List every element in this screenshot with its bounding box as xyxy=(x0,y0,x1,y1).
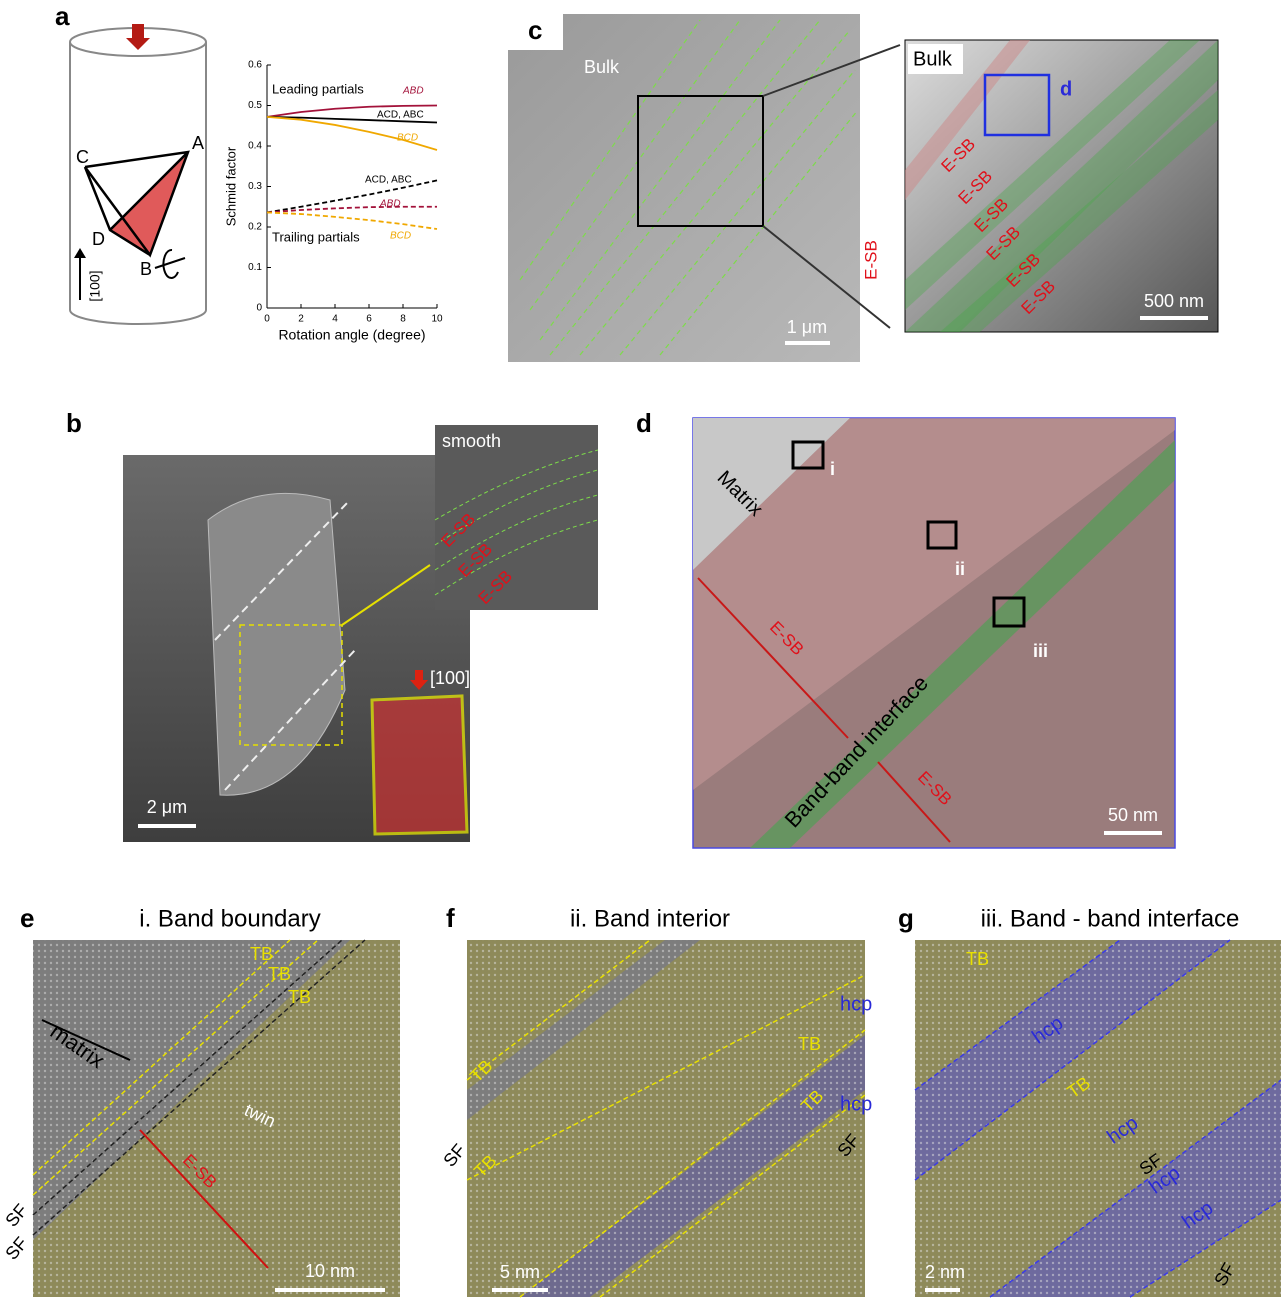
scale-label: 500 nm xyxy=(1144,291,1204,311)
axis-arrow xyxy=(74,248,86,258)
vertex: B xyxy=(140,259,152,279)
sf-label: SF xyxy=(1,1233,31,1263)
roi-label: iii xyxy=(1033,641,1048,661)
panel-c: c Bulk 1 μm Bulk d E-SB E-SB E-SB E-SB E… xyxy=(508,14,1218,362)
y-tick-label: 0.6 xyxy=(248,60,262,71)
lattice xyxy=(33,940,400,1297)
panel-e: e i. Band boundary TB TB TB matrix twin … xyxy=(1,903,400,1297)
panel-label: d xyxy=(636,408,652,438)
y-tick-label: 0.5 xyxy=(248,100,262,111)
tb-label: TB xyxy=(288,987,311,1007)
series-label: ACD, ABC xyxy=(365,175,412,186)
vertex: A xyxy=(192,133,204,153)
image-label: Bulk xyxy=(913,48,953,70)
direction: [100] xyxy=(430,668,470,688)
sf-label: SF xyxy=(1,1200,31,1230)
tb-label: TB xyxy=(250,944,273,964)
vertex: D xyxy=(92,229,105,249)
plane xyxy=(110,152,188,255)
tb-label: TB xyxy=(798,1034,821,1054)
scale-label: 1 μm xyxy=(787,317,827,337)
panel-f: f ii. Band interior TB hcp TB hcp SF SF … xyxy=(439,903,872,1297)
figure: a A B C D [100] 0 0.1 0.2 0.3 0.4 0.5 0.6 0 2 4 6 8… xyxy=(0,0,1281,1299)
roi-label: d xyxy=(1060,78,1072,100)
x-tick-label: 2 xyxy=(298,314,304,325)
scale-label: 50 nm xyxy=(1108,805,1158,825)
series-label: BCD xyxy=(397,133,418,144)
panel-label: c xyxy=(528,15,542,45)
vertex: C xyxy=(76,147,89,167)
panel-title: i. Band boundary xyxy=(139,905,320,932)
annotation: Leading partials xyxy=(272,81,364,96)
scale-label: 2 μm xyxy=(147,797,187,817)
image-label: smooth xyxy=(442,431,501,451)
panel-label: g xyxy=(898,903,914,933)
lattice xyxy=(467,940,865,1297)
x-tick-label: 6 xyxy=(366,314,372,325)
roi-label: i xyxy=(830,459,835,479)
x-tick-label: 8 xyxy=(400,314,406,325)
tb-label: TB xyxy=(966,949,989,969)
x-axis-label: Rotation angle (degree) xyxy=(278,327,425,343)
series-line xyxy=(267,212,437,229)
roi-label: ii xyxy=(955,559,965,579)
x-tick-label: 10 xyxy=(431,314,443,325)
panel-label: a xyxy=(55,1,70,31)
y-tick-label: 0.2 xyxy=(248,222,262,233)
tem-image xyxy=(508,14,860,362)
x-tick-label: 4 xyxy=(332,314,338,325)
panel-title: iii. Band - band interface xyxy=(981,905,1240,932)
panel-a: a A B C D [100] xyxy=(55,1,206,324)
tb-label: TB xyxy=(268,964,291,984)
panel-b: b smooth E-SB E-SB E-SB [100] 2 μm xyxy=(66,408,598,842)
hcp-label: hcp xyxy=(840,993,872,1015)
panel-title: ii. Band interior xyxy=(570,905,730,932)
schmid-chart: 0 0.1 0.2 0.3 0.4 0.5 0.6 0 2 4 6 8 10 Rotation angle… xyxy=(223,60,443,343)
image-label: Bulk xyxy=(584,57,620,77)
direction: [100] xyxy=(87,270,103,301)
y-tick-label: 0 xyxy=(256,303,262,314)
panel-label: f xyxy=(446,903,455,933)
panel-d: d Matrix i ii iii E-SB Band-band interfa… xyxy=(636,408,1175,848)
y-tick-label: 0.4 xyxy=(248,141,262,152)
lattice xyxy=(915,940,1281,1297)
sf-label: SF xyxy=(439,1140,469,1170)
series-label: ABD xyxy=(402,86,424,97)
hcp-label: hcp xyxy=(840,1093,872,1115)
annotation: Trailing partials xyxy=(272,229,360,244)
panel-g: g iii. Band - band interface TB hcp TB h… xyxy=(898,903,1281,1297)
series-label: ACD, ABC xyxy=(377,110,424,121)
series-label: ABD xyxy=(379,199,401,210)
y-tick-label: 0.1 xyxy=(248,262,262,273)
y-axis-label: Schmid factor xyxy=(223,146,238,226)
x-tick-label: 0 xyxy=(264,314,270,325)
panel-label: b xyxy=(66,408,82,438)
y-tick-label: 0.3 xyxy=(248,181,262,192)
scale-label: 10 nm xyxy=(305,1261,355,1281)
rotation-arrow xyxy=(155,250,185,278)
band-label: E-SB xyxy=(861,240,880,280)
schematic-box xyxy=(372,696,467,834)
scale-label: 5 nm xyxy=(500,1262,540,1282)
scale-label: 2 nm xyxy=(925,1262,965,1282)
panel-label: e xyxy=(20,903,34,933)
series-label: BCD xyxy=(390,231,411,242)
